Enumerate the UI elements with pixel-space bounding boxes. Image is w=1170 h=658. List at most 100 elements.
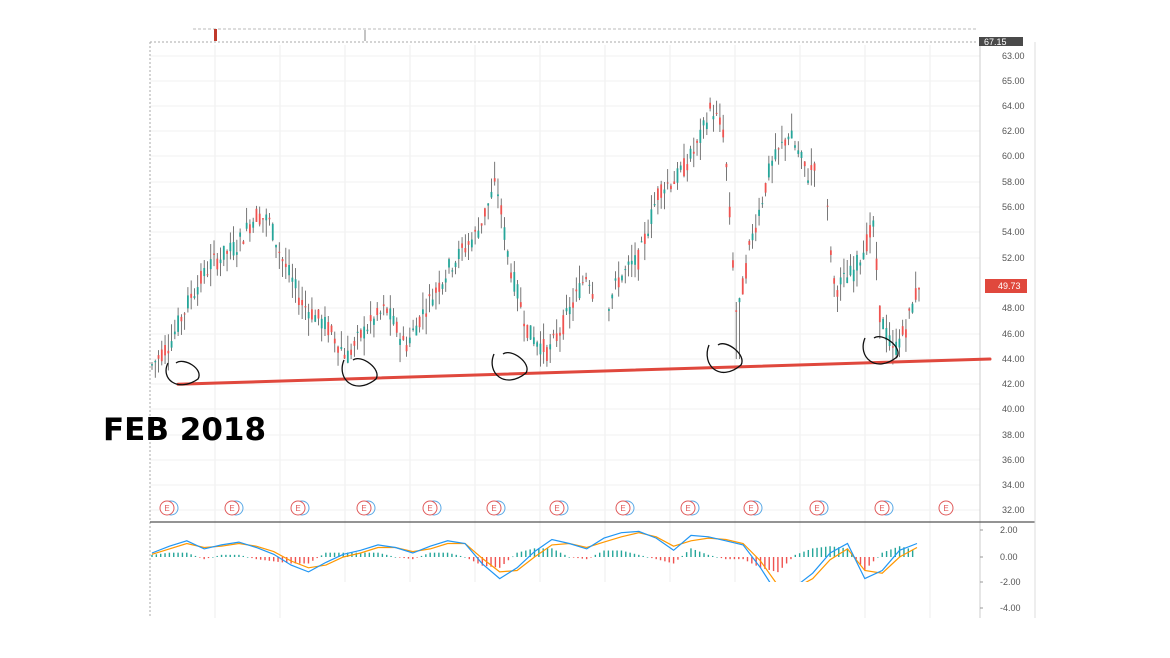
candle-body (235, 252, 238, 255)
candle-body (686, 164, 689, 171)
candle-body (229, 242, 232, 252)
macd-histogram-bar (612, 550, 614, 557)
candle-body (500, 205, 503, 215)
macd-histogram-bar (299, 557, 301, 564)
price-tick-label: 54.00 (1002, 227, 1025, 237)
macd-histogram-bar (703, 553, 705, 557)
macd-histogram-bar (890, 549, 892, 557)
macd-histogram-bar (320, 555, 323, 557)
candle-body (435, 287, 437, 293)
macd-histogram-bar (646, 557, 649, 558)
touch-circle-4 (862, 336, 899, 365)
price-tick-label: 56.00 (1002, 202, 1025, 212)
macd-tick-label: -2.00 (1000, 577, 1021, 587)
candle-body (239, 232, 242, 237)
macd-histogram-bar (885, 551, 888, 557)
macd-histogram-bar (364, 552, 366, 557)
macd-histogram-bar (346, 552, 349, 557)
candle-body (767, 163, 770, 178)
candle-body (539, 343, 542, 355)
candle-body (399, 338, 401, 345)
candle-body (702, 120, 705, 126)
candle-body (271, 223, 274, 241)
candle-body (255, 208, 258, 222)
candle-body (359, 329, 362, 338)
price-tick-label-top: 63.00 (1002, 51, 1025, 61)
macd-histogram-bar (338, 552, 340, 557)
macd-histogram-bar (811, 548, 814, 557)
candle-body (503, 227, 506, 240)
candle-body (562, 315, 565, 335)
macd-histogram-bar (838, 547, 840, 557)
macd-histogram-bar (259, 557, 262, 560)
candle-body (523, 323, 525, 327)
macd-histogram-bar (716, 557, 718, 558)
earnings-red-ring (290, 500, 306, 516)
macd-histogram-bar (642, 555, 644, 557)
candle-body (660, 184, 663, 198)
macd-histogram-bar (325, 552, 327, 557)
macd-histogram-bar (564, 554, 566, 557)
macd-histogram-bar (442, 552, 444, 557)
candle-body (709, 102, 712, 109)
candle-body (356, 331, 359, 333)
candle-body (647, 233, 650, 236)
macd-histogram-bar (199, 557, 201, 558)
price-tick-label: 44.00 (1002, 354, 1025, 364)
candle-body (905, 329, 907, 338)
macd-histogram-bar (173, 552, 175, 557)
candle-body (914, 288, 917, 300)
candle-body (461, 243, 463, 248)
macd-histogram-bar (868, 557, 870, 566)
macd-histogram-bar (290, 557, 292, 564)
candle-body (614, 278, 617, 281)
candle-body (392, 315, 395, 325)
support-line (176, 357, 992, 386)
macd-histogram-bar (685, 552, 688, 557)
candle-body (846, 277, 849, 283)
candle-body (875, 258, 878, 271)
candle-body (591, 294, 594, 299)
macd-histogram-bar (472, 557, 475, 562)
candle-body (735, 310, 738, 312)
candle-body (457, 248, 460, 260)
macd-histogram-bar (212, 557, 214, 558)
macd-histogram-bar (303, 557, 305, 564)
candle-body (526, 324, 529, 338)
candle-body (552, 333, 555, 336)
candle-body (428, 294, 431, 297)
macd-histogram-bar (581, 557, 584, 559)
candle-body (519, 302, 522, 307)
macd-histogram-bar (759, 557, 762, 568)
macd-histogram-bar (164, 553, 166, 557)
candle-body (412, 328, 415, 330)
macd-histogram-bar (520, 551, 523, 557)
candle-body (343, 354, 346, 359)
candle-body (160, 349, 163, 362)
candle-body (157, 355, 160, 359)
price-tick-label: 52.00 (1002, 253, 1025, 263)
macd-histogram-bar (855, 557, 857, 560)
macd-histogram-bar (694, 549, 697, 557)
candle-body (777, 148, 780, 150)
earnings-label: E (620, 504, 625, 513)
macd-histogram-bar (316, 557, 318, 559)
earnings-label: E (491, 504, 496, 513)
candle-body (333, 338, 336, 344)
candle-body (670, 185, 672, 190)
earnings-label: E (879, 504, 884, 513)
candle-body (878, 305, 881, 323)
macd-histogram-bar (785, 557, 788, 564)
macd-histogram-bar (233, 554, 236, 557)
macd-histogram-bar (833, 546, 836, 557)
candle-body (865, 234, 868, 252)
macd-histogram-bar (903, 547, 905, 557)
candle-body (803, 161, 806, 167)
candle-body (203, 268, 206, 277)
candle-body (748, 240, 751, 245)
macd-histogram-bar (859, 557, 862, 565)
candle-body (408, 337, 411, 344)
candle-body (712, 116, 715, 120)
